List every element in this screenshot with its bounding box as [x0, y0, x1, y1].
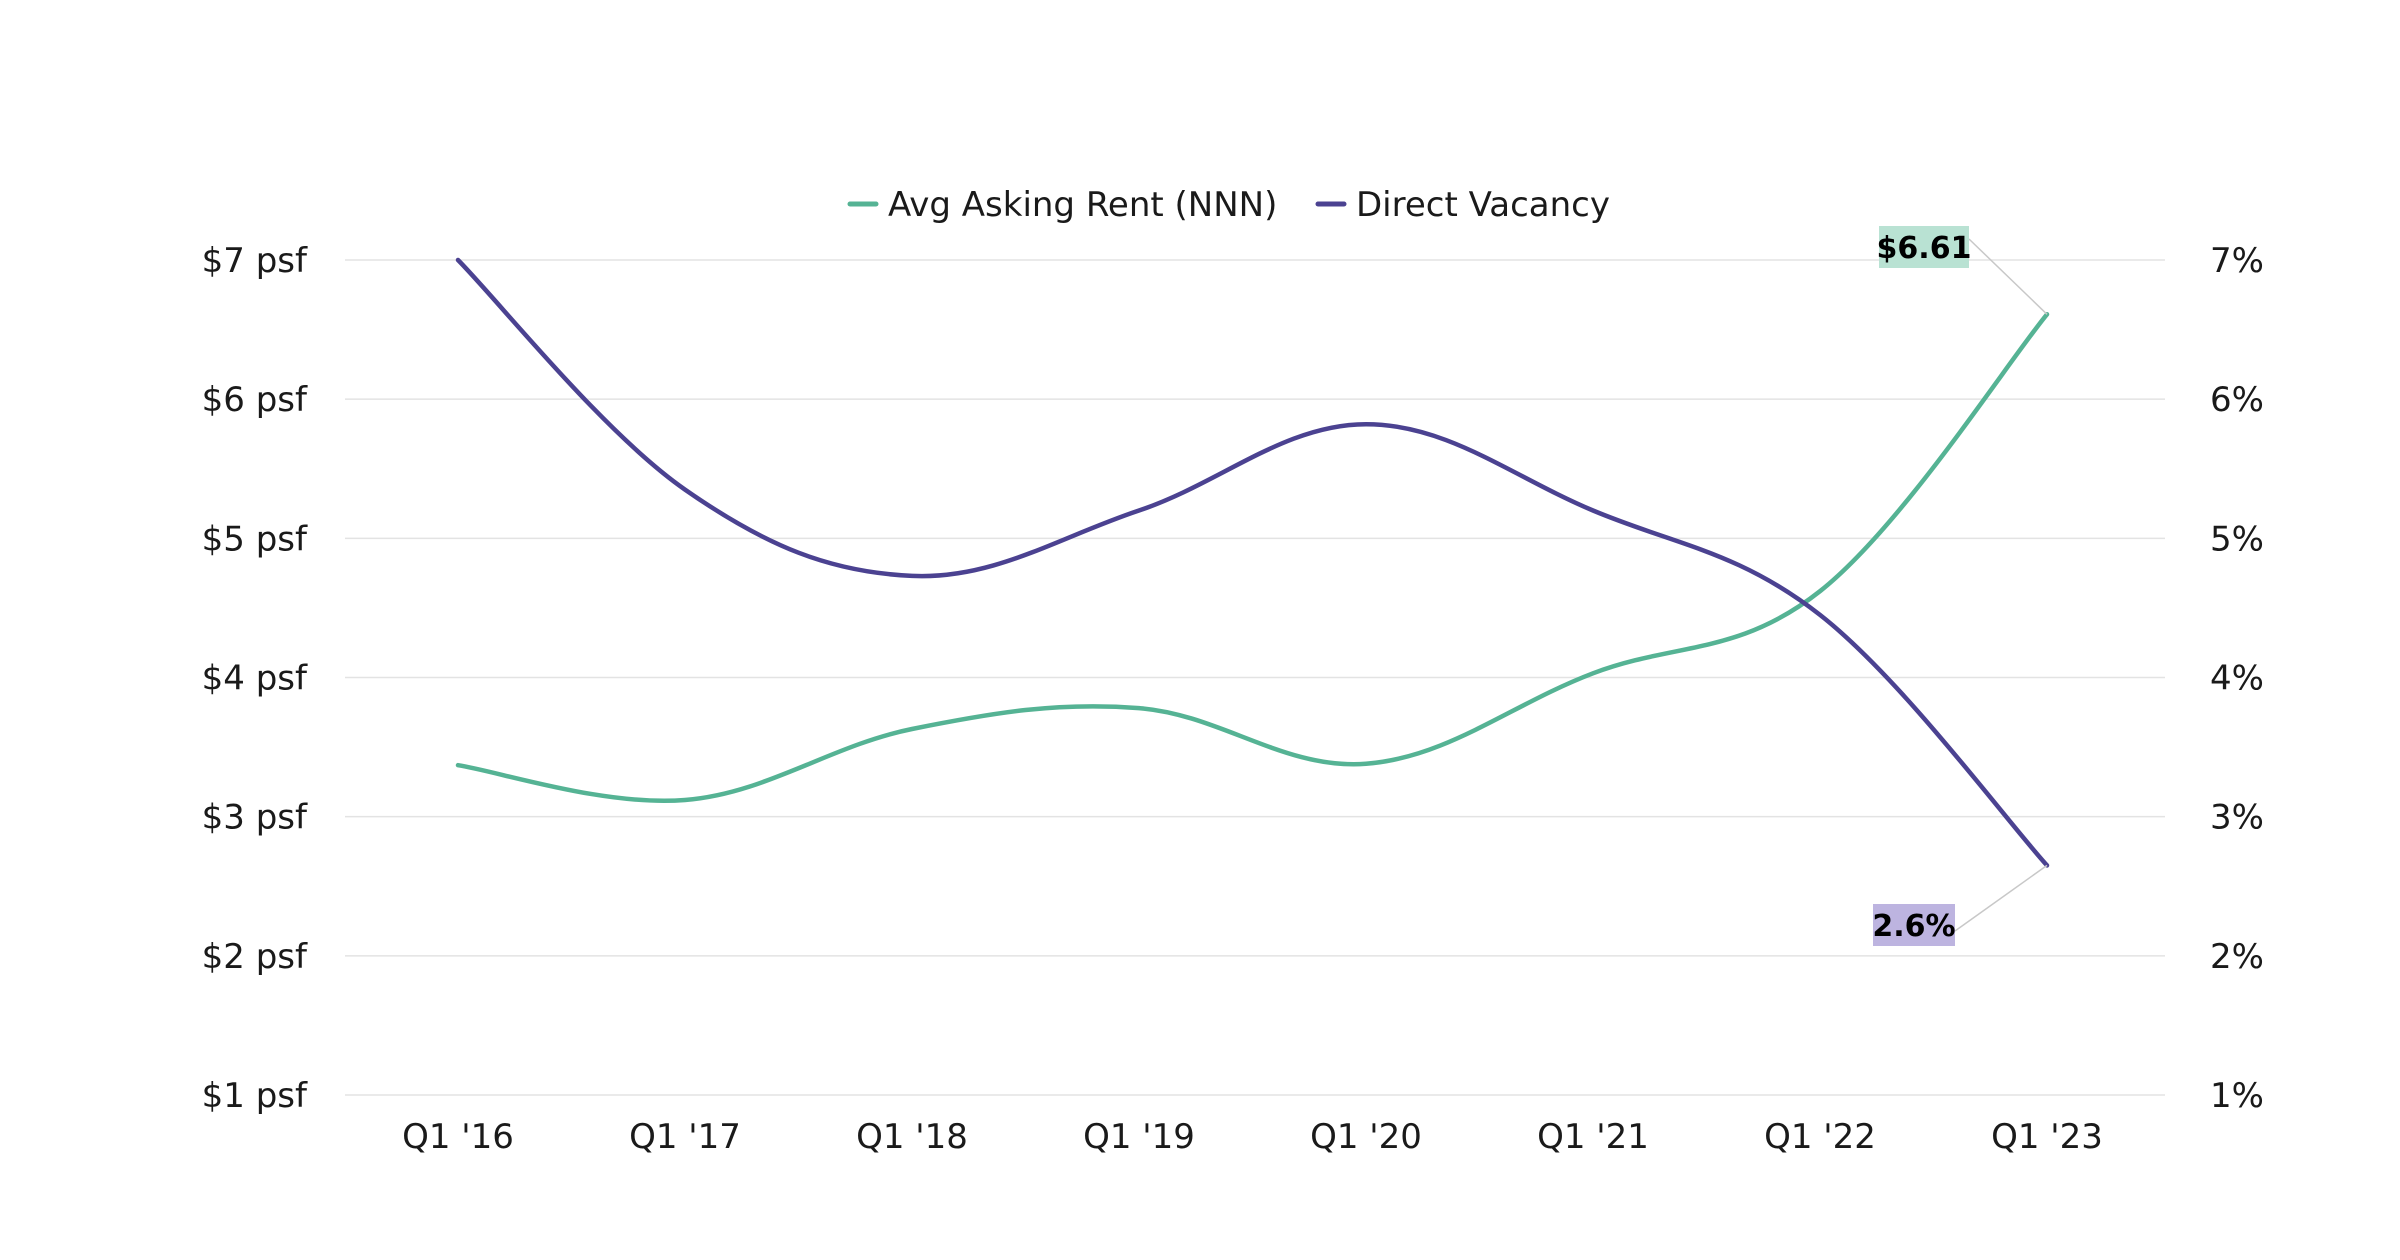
right-tick-label: 4%: [2210, 659, 2264, 699]
legend-item-direct-vacancy: Direct Vacancy: [1315, 185, 1610, 225]
left-tick-label: $3 psf: [202, 798, 308, 838]
avg-asking-rent-nnn-point: [1364, 761, 1369, 766]
avg-asking-rent-nnn-line: [455, 312, 2050, 803]
avg-asking-rent-nnn-point: [456, 763, 461, 768]
direct-vacancy-point: [910, 573, 915, 578]
right-tick-label: 1%: [2210, 1076, 2264, 1116]
gridlines: [345, 259, 2165, 1096]
x-tick-label: Q1 '20: [1310, 1117, 1422, 1157]
x-axis: Q1 '16 Q1 '17 Q1 '18 Q1 '19 Q1 '20 Q1 '21 Q1 '…: [402, 1117, 2103, 1157]
direct-vacancy-point: [1591, 508, 1596, 513]
callout-label-background: [1873, 904, 1955, 946]
left-tick-label: $7 psf: [202, 241, 308, 281]
right-y-axis: 7% 6% 5% 4% 3% 2% 1%: [2210, 241, 2264, 1116]
x-tick-label: Q1 '18: [856, 1117, 968, 1157]
end-value-callouts: $6.61 2.6%: [1872, 226, 2048, 946]
legend: Avg Asking Rent (NNN) Direct Vacancy: [847, 185, 1610, 225]
x-tick-label: Q1 '16: [402, 1117, 514, 1157]
direct-vacancy-point: [1364, 422, 1369, 427]
direct-vacancy-point: [1137, 508, 1142, 513]
legend-label: Avg Asking Rent (NNN): [888, 185, 1277, 225]
series-lines: [455, 257, 2050, 868]
avg-asking-rent-nnn-point: [910, 726, 915, 731]
legend-label: Direct Vacancy: [1356, 185, 1610, 225]
direct-vacancy-point: [1818, 612, 1823, 617]
callout-leader-line: [1968, 238, 2048, 315]
right-tick-label: 6%: [2210, 380, 2264, 420]
x-tick-label: Q1 '19: [1083, 1117, 1195, 1157]
x-tick-label: Q1 '23: [1991, 1117, 2103, 1157]
left-y-axis: $7 psf $6 psf $5 psf $4 psf $3 psf $2 psf $1 p…: [202, 241, 308, 1116]
legend-item-avg-asking-rent-nnn: Avg Asking Rent (NNN): [847, 185, 1277, 225]
direct-vacancy-point: [683, 487, 688, 492]
avg-asking-rent-nnn-point: [1818, 589, 1823, 594]
avg-asking-rent-nnn-point: [683, 797, 688, 802]
left-tick-label: $6 psf: [202, 380, 308, 420]
x-tick-label: Q1 '22: [1764, 1117, 1876, 1157]
direct-vacancy-point: [456, 258, 461, 263]
left-tick-label: $4 psf: [202, 659, 308, 699]
rent-end-callout: $6.61: [1877, 226, 2048, 315]
right-tick-label: 2%: [2210, 937, 2264, 977]
x-tick-label: Q1 '21: [1537, 1117, 1649, 1157]
right-tick-label: 7%: [2210, 241, 2264, 281]
left-tick-label: $5 psf: [202, 519, 308, 559]
vacancy-end-callout: 2.6%: [1872, 864, 2048, 946]
x-tick-label: Q1 '17: [629, 1117, 741, 1157]
callout-value-label: $6.61: [1877, 231, 1972, 266]
direct-vacancy-line: [455, 257, 2050, 868]
right-tick-label: 3%: [2210, 798, 2264, 838]
callout-leader-line: [1954, 864, 2048, 932]
left-tick-label: $1 psf: [202, 1076, 308, 1116]
callout-value-label: 2.6%: [1872, 909, 1955, 944]
avg-asking-rent-nnn-point: [1137, 706, 1142, 711]
avg-asking-rent-nnn-point: [1591, 671, 1596, 676]
left-tick-label: $2 psf: [202, 937, 308, 977]
right-tick-label: 5%: [2210, 519, 2264, 559]
callout-label-background: [1879, 226, 1969, 268]
